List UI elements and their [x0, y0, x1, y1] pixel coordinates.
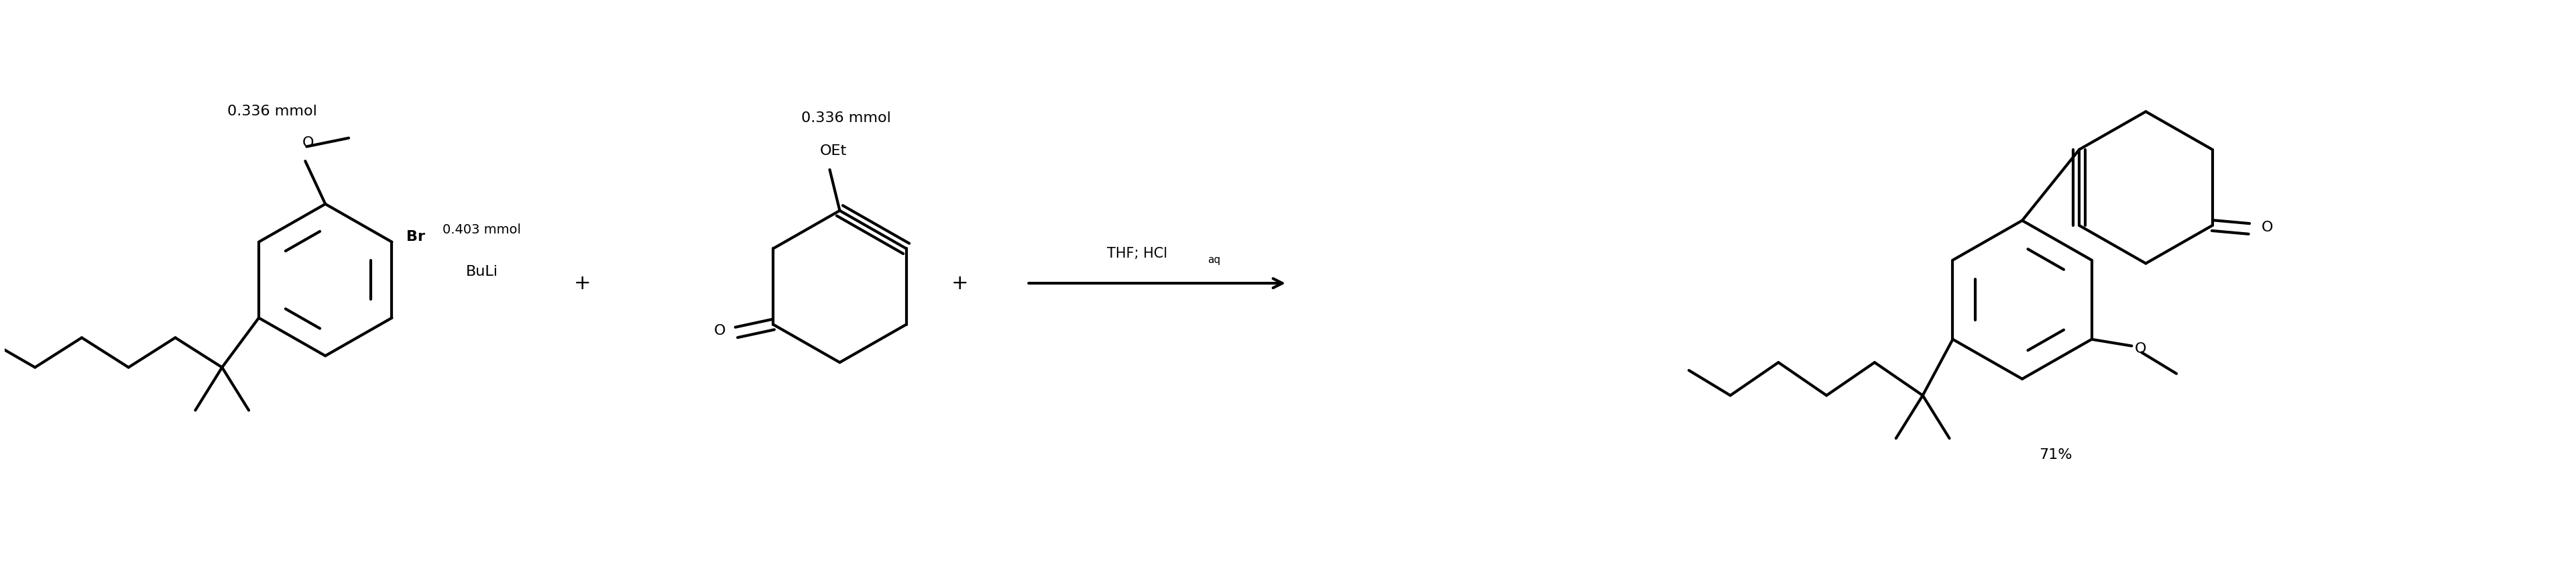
- Text: +: +: [574, 274, 590, 293]
- Text: Br: Br: [407, 230, 425, 243]
- Text: aq: aq: [1208, 255, 1221, 265]
- Text: OEt: OEt: [819, 144, 848, 158]
- Text: O: O: [2136, 343, 2146, 356]
- Text: +: +: [951, 274, 969, 293]
- Text: 0.403 mmol: 0.403 mmol: [443, 224, 520, 236]
- Text: O: O: [301, 136, 314, 150]
- Text: 0.336 mmol: 0.336 mmol: [801, 112, 891, 125]
- Text: O: O: [2262, 221, 2272, 234]
- Text: O: O: [714, 324, 726, 338]
- Text: THF; HCl: THF; HCl: [1108, 247, 1167, 260]
- Text: 0.336 mmol: 0.336 mmol: [227, 105, 317, 118]
- Text: 71%: 71%: [2040, 448, 2071, 462]
- Text: BuLi: BuLi: [466, 265, 497, 278]
